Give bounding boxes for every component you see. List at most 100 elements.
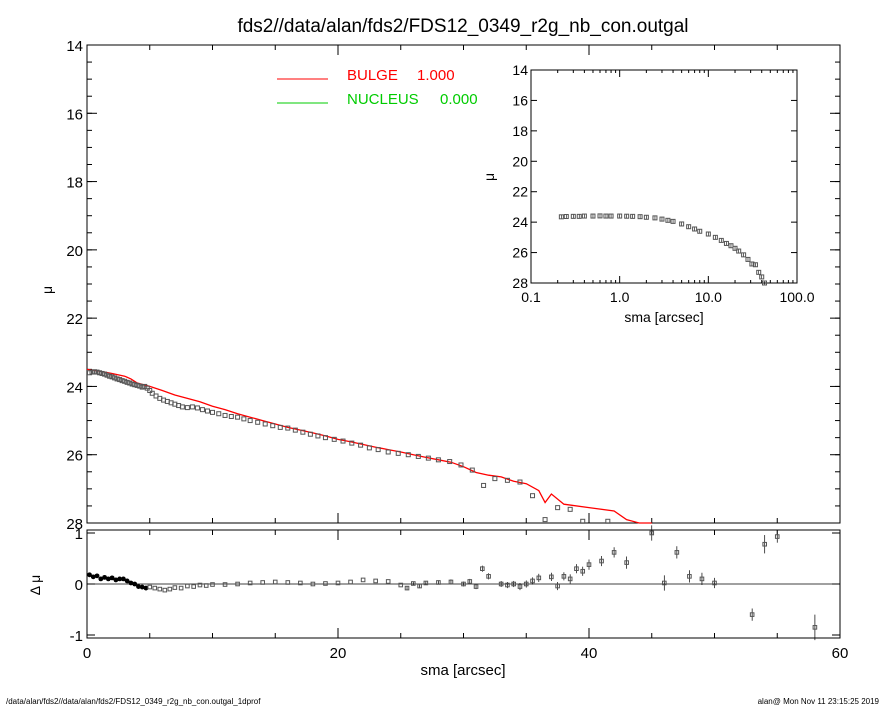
inset-plot-frame [530, 69, 798, 284]
main-data-point [405, 452, 411, 458]
main-data-point [517, 479, 523, 485]
residual-data-point [774, 534, 780, 539]
residual-data-point [511, 581, 516, 587]
residual-ytick-label: 1 [75, 526, 83, 543]
inset-data-point [718, 237, 724, 243]
residual-data-point [762, 541, 768, 547]
residual-data-point [555, 583, 560, 589]
main-ytick-label: 26 [66, 448, 83, 465]
main-data-point [89, 369, 95, 375]
main-data-point [605, 518, 611, 524]
inset-ytick-label: 22 [512, 184, 528, 200]
residual-data-point [152, 585, 158, 591]
main-data-point [300, 429, 306, 435]
inset-data-point [759, 274, 765, 280]
residual-data-point [120, 576, 126, 582]
residual-data-point [505, 582, 510, 588]
main-data-point [492, 476, 498, 482]
residual-data-point [411, 581, 416, 586]
legend-nucleus-name: NUCLEUS [347, 91, 419, 108]
main-data-point [395, 450, 401, 456]
inset-data-point [581, 213, 587, 219]
main-data-point [184, 405, 190, 411]
residual-data-point [536, 575, 542, 581]
main-ylabel: μ [39, 286, 55, 294]
main-ytick-label: 16 [66, 106, 83, 123]
main-data-point [194, 405, 200, 411]
main-ytick-label: 28 [66, 516, 83, 533]
main-data-point [435, 457, 441, 463]
residual-data-point [222, 582, 228, 587]
inset-data-point [723, 240, 729, 246]
inset-data-point [712, 234, 718, 240]
residual-data-point [423, 580, 429, 586]
residual-data-point [599, 558, 604, 564]
residual-data-point [210, 582, 215, 587]
main-data-point [114, 376, 120, 382]
residual-data-point [404, 585, 410, 591]
residual-data-point [178, 585, 184, 591]
main-data-point [117, 377, 123, 383]
main-data-point [222, 412, 228, 418]
main-data-point [567, 506, 573, 512]
main-data-point [137, 383, 143, 389]
residual-xtick-label: 20 [330, 645, 347, 662]
main-data-point [580, 518, 586, 524]
main-data-point [139, 384, 145, 390]
legend-nucleus-value: 0.000 [440, 91, 478, 108]
residual-data-point [360, 577, 366, 583]
inset-data-point [665, 217, 671, 223]
residual-data-point [136, 584, 141, 589]
residual-data-point [335, 580, 341, 586]
inset-xtick-label: 100.0 [779, 289, 814, 305]
main-data-point [147, 388, 153, 394]
residual-data-point [574, 566, 579, 572]
chart-title: fds2//data/alan/fds2/FDS12_0349_r2g_nb_c… [237, 16, 688, 37]
inset-ytick-label: 28 [512, 275, 528, 291]
inset-xtick-label: 10.0 [695, 289, 722, 305]
inset-data-point [558, 214, 564, 220]
main-data-point [415, 453, 421, 459]
main-data-point [262, 421, 268, 427]
main-data-point [385, 449, 391, 455]
residual-ytick-label: 0 [75, 577, 83, 594]
inset-data-points [558, 213, 768, 286]
residual-data-point [473, 584, 479, 589]
residual-data-point [712, 580, 717, 586]
inset-data-point [659, 216, 665, 222]
main-ytick-label: 18 [66, 175, 83, 192]
main-data-point [247, 418, 253, 424]
main-data-point [87, 370, 93, 376]
main-ytick-label: 22 [66, 311, 83, 328]
main-ytick-label: 20 [66, 243, 83, 260]
residual-data-point [461, 581, 466, 587]
residual-data-point [143, 585, 149, 591]
residual-data-point [90, 574, 96, 580]
inset-data-point [570, 213, 576, 219]
main-data-point [469, 467, 475, 473]
inset-data-point [756, 269, 762, 275]
main-data-point [270, 423, 276, 429]
residual-data-point [348, 579, 353, 585]
residual-data-point [687, 574, 692, 579]
residual-data-point [662, 580, 667, 586]
main-data-point [119, 378, 125, 384]
residual-data-point [480, 566, 485, 572]
residual-data-point [102, 574, 107, 580]
main-ytick-label: 14 [66, 38, 83, 55]
main-data-point [102, 371, 108, 377]
inset-data-point [590, 213, 596, 219]
residual-data-point [580, 568, 586, 574]
residual-xlabel: sma [arcsec] [420, 662, 505, 679]
main-data-point [542, 517, 548, 523]
inset-data-point [617, 213, 623, 219]
residual-data-point [162, 587, 168, 593]
residual-data-point [467, 579, 473, 584]
footer-timestamp: alan@ Mon Nov 11 23:15:25 2019 [757, 697, 879, 706]
residual-data-point [185, 583, 190, 589]
legend-bulge-value: 1.000 [417, 67, 455, 84]
inset-data-point [624, 213, 630, 219]
legend-bulge-name: BULGE [347, 67, 398, 84]
main-data-point [124, 379, 130, 385]
